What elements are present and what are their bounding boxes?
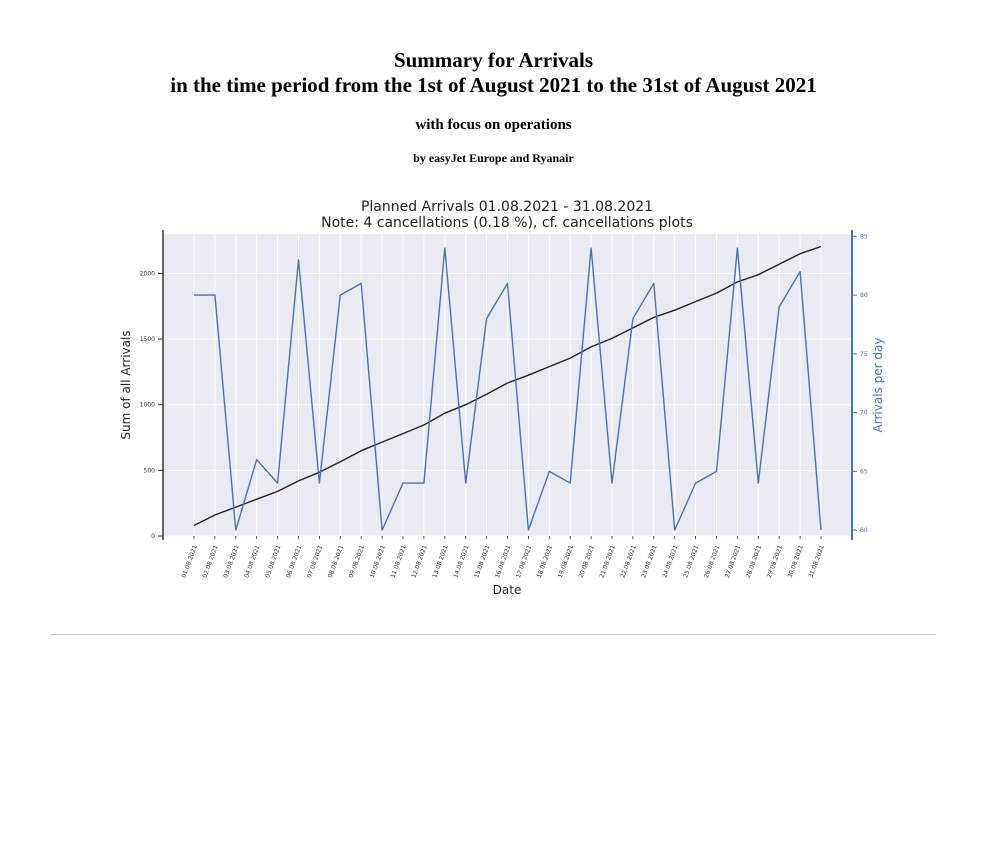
chart-title: Planned Arrivals 01.08.2021 - 31.08.2021 <box>361 199 653 215</box>
left-tick-label: 0 <box>151 533 155 540</box>
divider-line <box>50 634 935 635</box>
left-y-axis: 0 500 1000 1500 2000 <box>140 230 164 540</box>
x-tick-label: 07.08.2021 <box>306 544 324 579</box>
right-tick-label: 60 <box>860 527 868 534</box>
x-tick-label: 01.08.2021 <box>181 544 199 579</box>
right-tick-label: 65 <box>860 468 868 475</box>
x-tick-label: 05.08.2021 <box>264 544 282 579</box>
x-axis-label: Date <box>493 583 522 597</box>
y-axis-label-left: Sum of all Arrivals <box>119 330 133 439</box>
cumulative-arrivals-line <box>193 245 822 527</box>
x-tick-label: 11.08.2021 <box>390 544 408 579</box>
x-tick-label: 25.08.2021 <box>682 544 700 579</box>
x-tick-label: 26.08.2021 <box>703 544 721 579</box>
report-title-line2: in the time period from the 1st of Augus… <box>170 73 817 97</box>
x-tick-label: 09.08.2021 <box>348 544 366 579</box>
arrivals-chart: Planned Arrivals 01.08.2021 - 31.08.2021… <box>119 199 885 597</box>
x-tick-label: 14.08.2021 <box>452 544 470 579</box>
left-tick-label: 2000 <box>140 270 155 277</box>
x-tick-label: 17.08.2021 <box>515 544 533 579</box>
left-tick-label: 1500 <box>140 336 155 343</box>
x-tick-label: 15.08.2021 <box>473 544 491 579</box>
right-tick-label: 80 <box>860 292 868 299</box>
x-tick-label: 24.08.2021 <box>661 544 679 579</box>
right-tick-label: 85 <box>860 233 868 240</box>
x-tick-label: 31.08.2021 <box>808 544 826 579</box>
left-tick-label: 1000 <box>140 402 155 409</box>
right-y-axis: 60 65 70 75 80 85 <box>851 230 868 540</box>
report-subtitle: with focus on operations <box>415 117 572 133</box>
x-tick-label: 04.08.2021 <box>243 544 261 579</box>
x-tick-label: 08.08.2021 <box>327 544 345 579</box>
x-tick-label: 23.08.2021 <box>640 544 658 579</box>
x-tick-label: 16.08.2021 <box>494 544 512 579</box>
right-tick-label: 75 <box>860 351 868 358</box>
x-tick-label: 18.08.2021 <box>536 544 554 579</box>
x-tick-label: 28.08.2021 <box>745 544 763 579</box>
x-tick-label: 12.08.2021 <box>410 544 428 579</box>
report-title-line1: Summary for Arrivals <box>393 48 594 72</box>
report-byline: by easyJet Europe and Ryanair <box>413 151 574 165</box>
daily-arrivals-line <box>194 247 822 531</box>
x-tick-label: 02.08.2021 <box>201 544 219 579</box>
x-tick-label: 27.08.2021 <box>724 544 742 579</box>
left-tick-label: 500 <box>144 467 156 474</box>
x-tick-label: 20.08.2021 <box>578 544 596 579</box>
x-axis: 01.08.2021 02.08.2021 03.08.2021 04.08.2021… <box>181 536 826 579</box>
x-tick-label: 13.08.2021 <box>431 544 449 579</box>
x-tick-label: 29.08.2021 <box>766 544 784 579</box>
x-tick-label: 21.08.2021 <box>599 544 617 579</box>
series-layer <box>193 245 822 531</box>
x-tick-label: 22.08.2021 <box>619 544 637 579</box>
x-tick-label: 19.08.2021 <box>557 544 575 579</box>
x-tick-label: 10.08.2021 <box>369 544 387 579</box>
right-tick-label: 70 <box>860 410 868 417</box>
y-axis-label-right: Arrivals per day <box>871 338 885 433</box>
chart-subtitle: Note: 4 cancellations (0.18 %), cf. canc… <box>321 215 693 231</box>
x-tick-label: 30.08.2021 <box>787 544 805 579</box>
x-tick-label: 06.08.2021 <box>285 544 303 579</box>
x-tick-label: 03.08.2021 <box>222 544 240 579</box>
